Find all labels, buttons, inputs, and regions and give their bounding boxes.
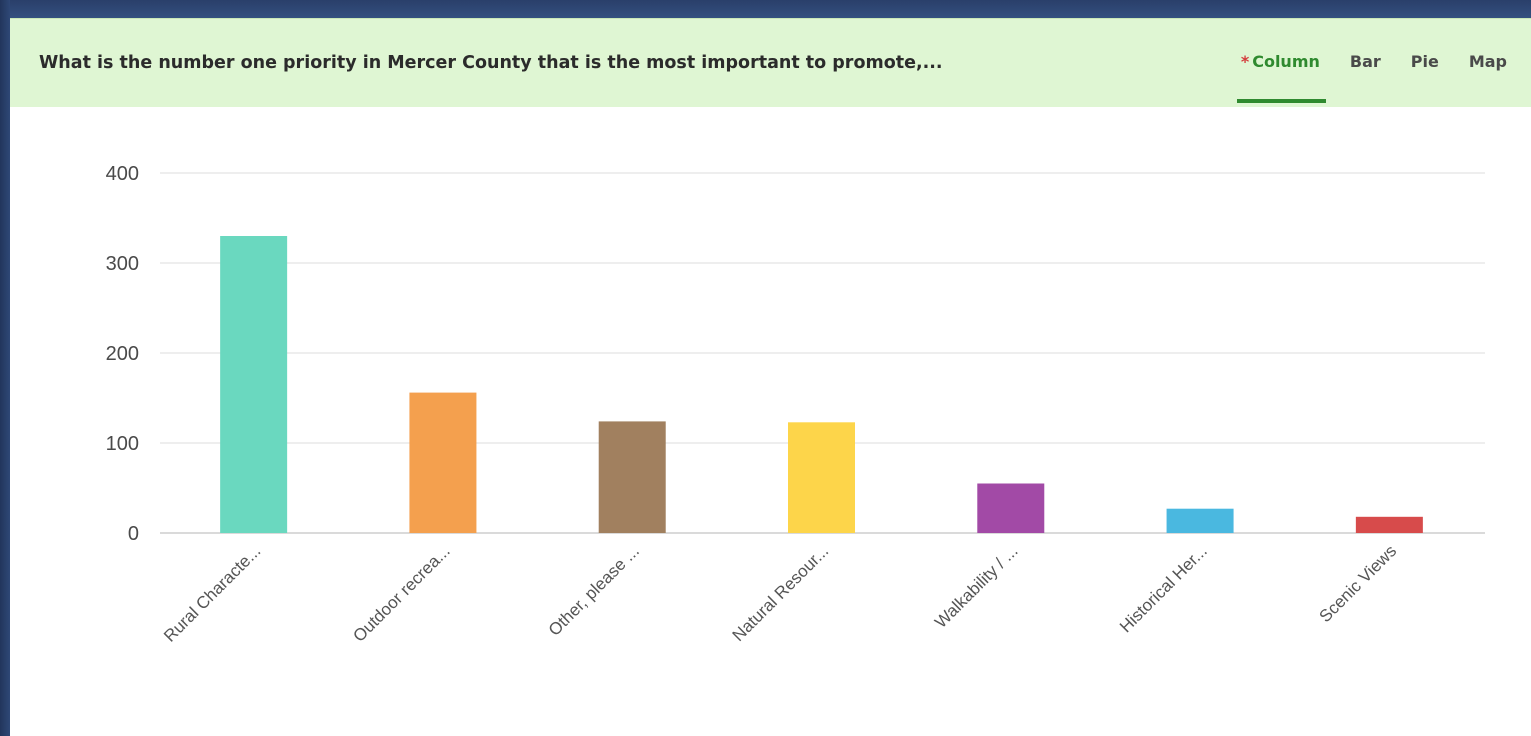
x-tick-label: Outdoor recrea... (349, 541, 453, 645)
y-tick-label: 400 (106, 163, 139, 185)
bar (1355, 516, 1423, 533)
x-tick-label: Natural Resour... (729, 541, 833, 645)
tab-map[interactable]: Map (1468, 52, 1507, 71)
bar (598, 421, 666, 533)
question-header: What is the number one priority in Merce… (10, 18, 1531, 107)
window-frame-top (0, 0, 1531, 18)
tab-bar[interactable]: Bar (1349, 52, 1381, 71)
bar (788, 422, 855, 533)
bar (409, 392, 477, 533)
y-tick-label: 100 (106, 433, 139, 455)
tab-column-label: Column (1252, 52, 1320, 71)
x-tick-label: Historical Her... (1116, 541, 1211, 636)
x-tick-label: Scenic Views (1315, 541, 1400, 626)
x-tick-label: Other, please ... (545, 541, 643, 639)
bar (1166, 508, 1234, 533)
y-tick-label: 200 (106, 343, 139, 365)
x-tick-label: Walkability / ... (931, 541, 1021, 631)
tab-column[interactable]: * Column (1236, 52, 1326, 103)
bar (220, 236, 288, 533)
window-frame-left (0, 0, 10, 736)
x-tick-label: Rural Characte... (160, 541, 264, 645)
y-tick-label: 300 (106, 253, 139, 275)
asterisk-icon: * (1240, 52, 1250, 71)
chart-type-tabs: * Column Bar Pie Map (1211, 52, 1507, 103)
y-tick-label: 0 (128, 523, 139, 545)
bar (977, 483, 1045, 533)
tab-pie[interactable]: Pie (1410, 52, 1439, 71)
question-title: What is the number one priority in Merce… (39, 53, 943, 73)
